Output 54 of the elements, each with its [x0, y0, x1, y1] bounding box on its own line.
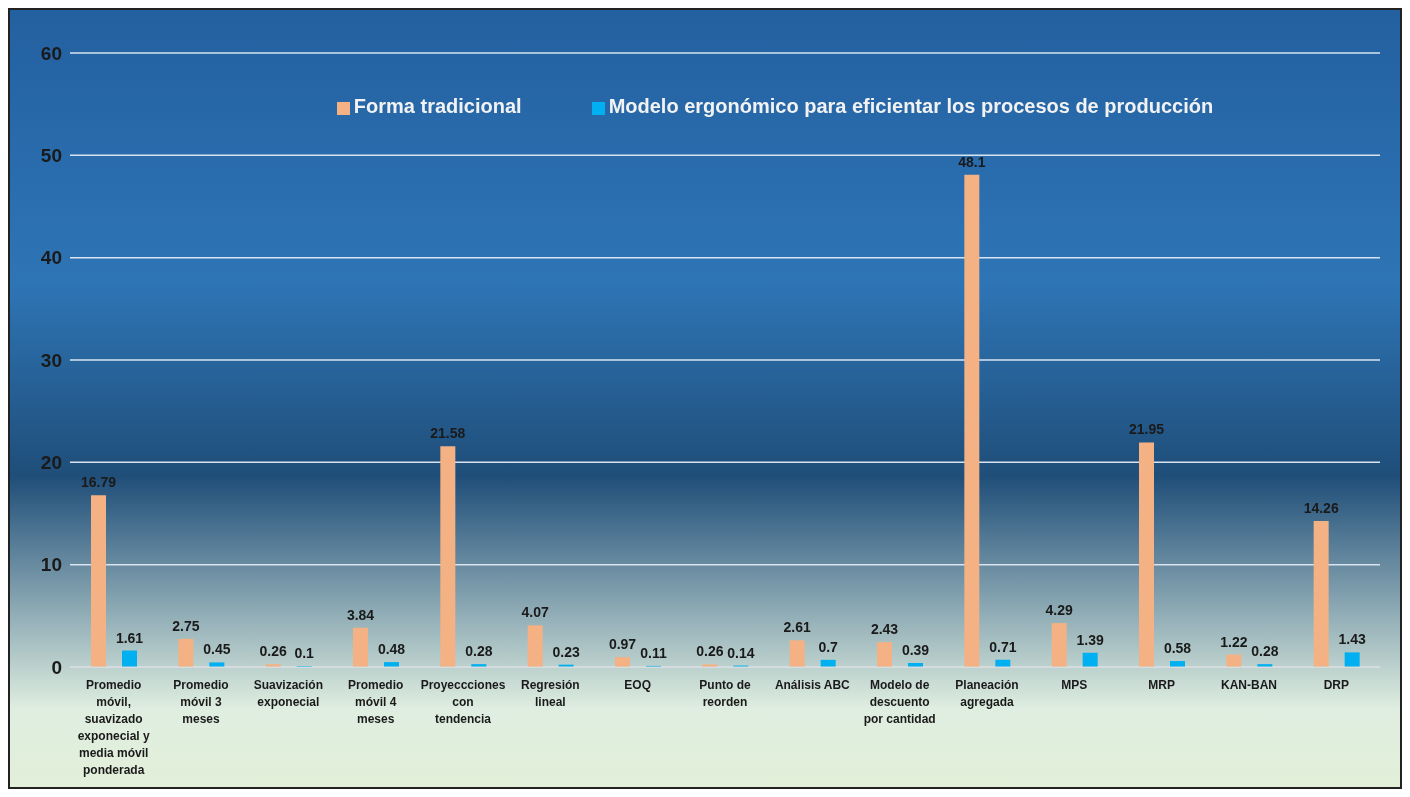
- x-tick-label: Regresión lineal: [520, 678, 580, 709]
- data-label: 1.39: [1076, 631, 1104, 648]
- legend-label: Modelo ergonómico para eficientar los procesos de producción: [608, 95, 1214, 117]
- x-tick-label: Modelo de descuento por cantidad: [863, 678, 936, 726]
- x-tick-label: EOQ: [624, 678, 651, 692]
- x-tick-label: Promedio móvil, suavizado exponecial y media móvil ponderada: [77, 678, 150, 777]
- x-tick-label: KAN-BAN: [1221, 678, 1277, 692]
- data-label: 0.97: [608, 636, 637, 653]
- x-tick-label: Análisis ABC: [774, 678, 851, 692]
- data-label: 0.45: [203, 641, 231, 658]
- y-tick-label: 0: [51, 656, 62, 678]
- data-label: 21.58: [430, 425, 466, 442]
- data-label: 2.75: [172, 617, 200, 634]
- data-label: 0.26: [696, 643, 724, 660]
- data-label: 4.07: [521, 604, 549, 621]
- data-label: 4.29: [1045, 602, 1073, 619]
- x-tick-label: Promedio móvil 3 meses: [173, 678, 229, 726]
- x-tick-label: Planeación agregada: [955, 678, 1019, 709]
- x-tick-label: Proyeccciones con tendencia: [420, 678, 506, 726]
- data-label: 0.23: [552, 643, 580, 660]
- x-tick-label: MRP: [1148, 678, 1175, 692]
- y-tick-label: 10: [40, 554, 62, 576]
- data-label: 1.43: [1338, 631, 1366, 648]
- data-label: 0.48: [377, 641, 406, 658]
- y-tick-label: 20: [40, 452, 62, 474]
- y-tick-label: 30: [40, 349, 62, 371]
- x-tick-label: DRP: [1323, 678, 1350, 692]
- data-label: 16.79: [80, 474, 117, 491]
- y-tick-label: 40: [40, 247, 62, 269]
- data-label: 2.43: [870, 621, 899, 638]
- x-tick-label: Punto de reorden: [699, 678, 751, 709]
- data-label: 0.1: [294, 644, 315, 661]
- data-label: 0.39: [901, 642, 930, 659]
- data-label: 0.28: [465, 643, 493, 660]
- data-label: 3.84: [346, 606, 375, 623]
- y-tick-label: 60: [40, 42, 62, 64]
- data-label: 0.11: [640, 644, 667, 661]
- data-label: 0.26: [259, 643, 287, 660]
- x-tick-label: Promedio móvil 4 meses: [347, 678, 404, 726]
- legend-label: Forma tradicional: [353, 95, 522, 117]
- x-tick-label: MPS: [1061, 678, 1088, 692]
- data-label: 0.28: [1251, 643, 1279, 660]
- data-label: 1.61: [115, 629, 144, 646]
- data-label: 0.14: [727, 644, 755, 661]
- data-label: 0.7: [818, 638, 839, 655]
- data-label: 2.61: [783, 619, 811, 636]
- data-label: 48.1: [958, 153, 986, 170]
- data-label: 0.58: [1163, 640, 1192, 657]
- data-label: 0.71: [989, 638, 1017, 655]
- data-label: 14.26: [1303, 500, 1339, 517]
- x-tick-label: Suavización exponecial: [253, 678, 324, 709]
- y-tick-label: 50: [40, 145, 62, 167]
- data-label: 1.22: [1220, 633, 1248, 650]
- data-label: 21.95: [1128, 421, 1165, 438]
